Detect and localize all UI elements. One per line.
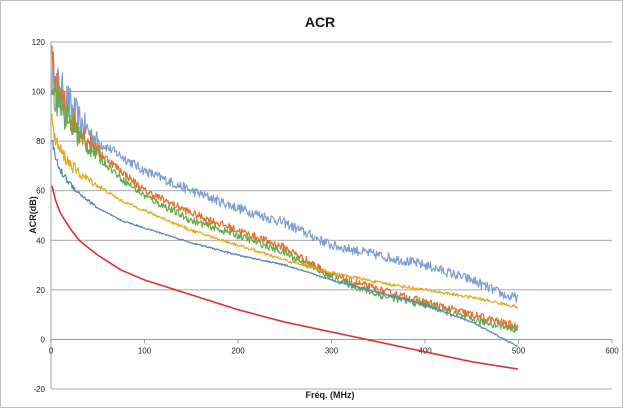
x-tick-label: 500 <box>512 346 526 355</box>
y-tick-label: 0 <box>41 335 46 344</box>
series-line <box>51 139 519 347</box>
x-tick-label: 400 <box>418 346 432 355</box>
series-line <box>51 80 519 333</box>
axes: -20 0 20 40 60 80 100 120 0 100 200 300 400 500 600 <box>32 38 620 394</box>
x-tick-label: 100 <box>138 346 152 355</box>
y-tick-label: -20 <box>33 385 45 394</box>
x-tick-label: 300 <box>325 346 339 355</box>
x-tick-label: 600 <box>605 346 619 355</box>
y-tick-label: 120 <box>32 38 46 47</box>
series-line <box>51 185 519 370</box>
x-tick-label: 0 <box>49 346 54 355</box>
y-tick-label: 40 <box>36 236 45 245</box>
chart-title: ACR <box>305 14 335 30</box>
series-line <box>51 45 519 331</box>
x-tick-label: 200 <box>231 346 245 355</box>
y-tick-label: 20 <box>36 286 45 295</box>
x-axis-label: Fréq. (MHz) <box>306 390 355 400</box>
y-tick-label: 100 <box>32 88 46 97</box>
series-line <box>51 113 519 309</box>
y-tick-label: 60 <box>36 187 45 196</box>
y-axis-label: ACR(dB) <box>28 196 38 234</box>
series-line <box>51 51 519 303</box>
series-lines <box>51 45 519 370</box>
y-tick-label: 80 <box>36 137 45 146</box>
